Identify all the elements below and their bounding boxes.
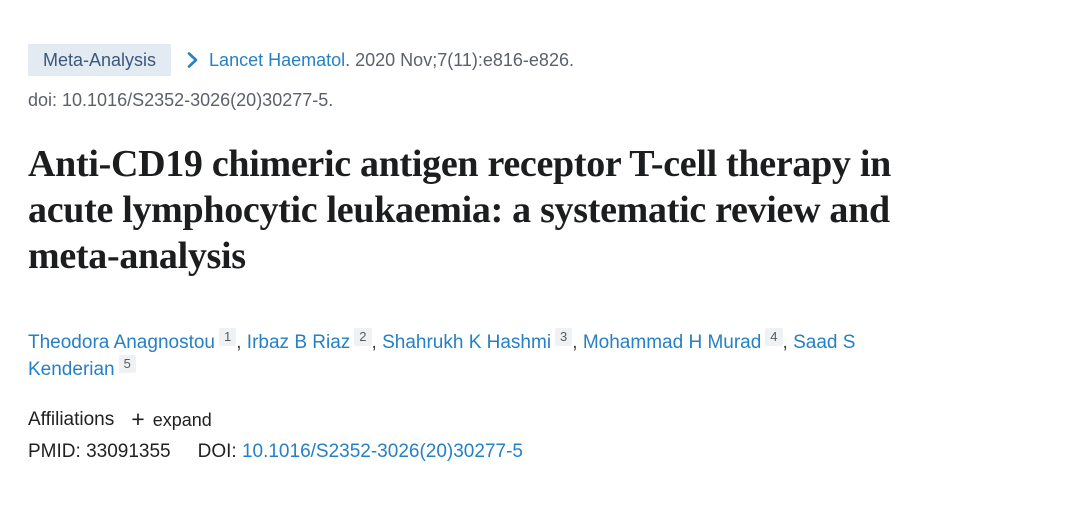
article-header-page: Meta-Analysis Lancet Haematol. 2020 Nov;… — [28, 44, 1044, 463]
author-link[interactable]: Mohammad H Murad — [582, 332, 762, 353]
pmid-value: 33091355 — [86, 441, 171, 462]
affiliations-label: Affiliations — [28, 409, 115, 430]
author-affiliation-number[interactable]: 5 — [118, 355, 136, 373]
author-link[interactable]: Theodora Anagnostou — [28, 332, 215, 353]
article-title: Anti-CD19 chimeric antigen receptor T-ce… — [28, 143, 891, 277]
journal-link[interactable]: Lancet Haematol — [209, 50, 346, 70]
author-link[interactable]: Irbaz B Riaz — [246, 332, 351, 353]
citation-banner: Meta-Analysis Lancet Haematol. 2020 Nov;… — [28, 44, 1044, 76]
affiliations-expand-button[interactable]: + expand — [131, 406, 212, 432]
doi-line: doi: 10.1016/S2352-3026(20)30277-5. — [28, 90, 334, 110]
author-affiliation-number[interactable]: 4 — [765, 328, 783, 346]
author-separator: , — [782, 332, 794, 353]
journal-citation: Lancet Haematol. 2020 Nov;7(11):e816-e82… — [209, 49, 574, 71]
affiliations-row: Affiliations + expand — [28, 406, 1044, 432]
author-separator: , — [371, 332, 383, 353]
author-link[interactable]: Saad S Kenderian — [28, 332, 856, 380]
author-affiliation-number[interactable]: 3 — [555, 328, 573, 346]
doi-group: DOI: 10.1016/S2352-3026(20)30277-5 — [198, 441, 523, 463]
chevron-right-icon — [186, 51, 199, 69]
authors-list: Theodora Anagnostou 1, Irbaz B Riaz 2, Sha… — [28, 328, 908, 383]
plus-icon: + — [131, 406, 145, 432]
pmid-group: PMID: 33091355 — [28, 441, 171, 463]
publication-type-badge[interactable]: Meta-Analysis — [28, 44, 172, 76]
author-separator: , — [572, 332, 583, 353]
author-affiliation-number[interactable]: 2 — [354, 328, 372, 346]
doi-label: DOI: — [197, 441, 237, 462]
doi-link[interactable]: 10.1016/S2352-3026(20)30277-5 — [241, 441, 523, 462]
pmid-label: PMID: — [28, 441, 81, 462]
author-link[interactable]: Shahrukh K Hashmi — [382, 332, 552, 353]
author-separator: , — [236, 332, 247, 353]
author-affiliation-number[interactable]: 1 — [219, 328, 237, 346]
citation-details: . 2020 Nov;7(11):e816-e826. — [345, 50, 574, 70]
expand-label: expand — [152, 409, 212, 430]
identifiers-row: PMID: 33091355 DOI: 10.1016/S2352-3026(2… — [28, 441, 1044, 463]
